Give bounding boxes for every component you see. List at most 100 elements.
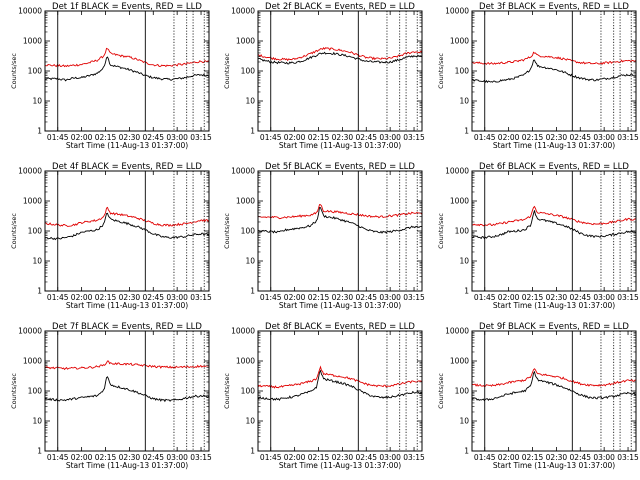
x-tick-label: 02:15 [95, 133, 117, 142]
x-tick-label: 02:45 [355, 453, 377, 462]
panel-det-9: Det 9f BLACK = Events, RED = LLD 1 10 100 10… [437, 322, 639, 470]
x-tick-label: 03:00 [593, 133, 615, 142]
y-tick-label: 10 [32, 257, 42, 266]
x-tick-label: 01:45 [47, 133, 69, 142]
x-tick-label: 03:00 [166, 293, 188, 302]
x-tick-label: 03:15 [617, 293, 639, 302]
x-tick-label: 02:45 [355, 133, 377, 142]
x-tick-label: 02:00 [71, 293, 93, 302]
series-lld-line [257, 365, 423, 389]
y-tick-label: 1000 [450, 37, 469, 46]
y-tick-label: 10 [32, 97, 42, 106]
panel-title: Det 6f BLACK = Events, RED = LLD [479, 162, 629, 172]
x-tick-label: 03:15 [403, 293, 425, 302]
x-tick-label: 02:30 [332, 453, 354, 462]
y-tick-label: 10000 [445, 167, 469, 176]
x-tick-label: 01:45 [474, 133, 496, 142]
x-tick-label: 03:15 [403, 133, 425, 142]
y-tick-label: 10 [459, 417, 469, 426]
x-tick-label: 03:00 [379, 453, 401, 462]
x-tick-label: 02:00 [284, 133, 306, 142]
y-tick-label: 1000 [23, 37, 42, 46]
x-tick-label: 02:45 [142, 453, 164, 462]
y-tick-label: 10000 [445, 7, 469, 16]
x-tick-label: 02:45 [355, 293, 377, 302]
y-tick-label: 10000 [18, 7, 42, 16]
y-tick-label: 1000 [236, 197, 255, 206]
x-tick-label: 02:15 [308, 133, 330, 142]
panel-title: Det 3f BLACK = Events, RED = LLD [479, 2, 629, 12]
x-tick-label: 02:15 [308, 453, 330, 462]
series-events-line [257, 206, 423, 234]
x-tick-label: 02:45 [142, 293, 164, 302]
panel-title: Det 8f BLACK = Events, RED = LLD [265, 322, 415, 332]
x-tick-label: 01:45 [474, 293, 496, 302]
x-tick-label: 03:00 [379, 293, 401, 302]
y-tick-label: 10000 [231, 7, 255, 16]
y-tick-label: 1 [250, 287, 255, 296]
y-tick-label: 1 [37, 447, 42, 456]
y-tick-label: 1 [464, 127, 469, 136]
panel-title: Det 4f BLACK = Events, RED = LLD [52, 162, 202, 172]
y-tick-label: 100 [241, 67, 256, 76]
x-axis-label: Start Time (11-Aug-13 01:37:00) [279, 461, 401, 470]
y-tick-label: 10 [245, 257, 255, 266]
y-tick-label: 100 [28, 227, 43, 236]
x-tick-label: 02:30 [332, 133, 354, 142]
y-tick-label: 10 [459, 97, 469, 106]
panel-title: Det 2f BLACK = Events, RED = LLD [265, 2, 415, 12]
x-tick-label: 02:30 [546, 133, 568, 142]
y-tick-label: 100 [455, 67, 470, 76]
x-axis-label: Start Time (11-Aug-13 01:37:00) [493, 301, 615, 310]
x-tick-label: 02:00 [498, 453, 520, 462]
y-axis-label: Counts/sec [10, 213, 18, 249]
x-tick-label: 02:30 [546, 293, 568, 302]
x-axis-label: Start Time (11-Aug-13 01:37:00) [66, 461, 188, 470]
y-axis-label: Counts/sec [223, 53, 231, 89]
x-tick-label: 01:45 [260, 133, 282, 142]
series-events-line [471, 210, 637, 240]
series-events-line [258, 51, 423, 65]
panel-title: Det 7f BLACK = Events, RED = LLD [52, 322, 202, 332]
panel-det-7: Det 7f BLACK = Events, RED = LLD 1 10 100 10… [10, 322, 212, 470]
x-axis-label: Start Time (11-Aug-13 01:37:00) [279, 141, 401, 150]
panel-det-2: Det 2f BLACK = Events, RED = LLD 1 10 100 10… [223, 2, 425, 150]
x-tick-label: 03:00 [593, 293, 615, 302]
y-tick-label: 1000 [23, 197, 42, 206]
y-tick-label: 10 [245, 417, 255, 426]
x-tick-label: 02:00 [71, 453, 93, 462]
y-tick-label: 1 [37, 287, 42, 296]
x-tick-label: 02:45 [569, 293, 591, 302]
y-tick-label: 1000 [450, 197, 469, 206]
series-events-line [44, 376, 210, 403]
y-axis-label: Counts/sec [437, 213, 445, 249]
panel-det-8: Det 8f BLACK = Events, RED = LLD 1 10 100 10… [223, 322, 425, 470]
y-tick-label: 10 [459, 257, 469, 266]
x-tick-label: 03:00 [166, 453, 188, 462]
series-lld-line [257, 47, 423, 62]
x-tick-label: 02:15 [522, 293, 544, 302]
panel-det-3: Det 3f BLACK = Events, RED = LLD 1 10 100 10… [437, 2, 639, 150]
y-tick-label: 1 [464, 447, 469, 456]
y-tick-label: 10000 [231, 167, 255, 176]
y-axis-label: Counts/sec [437, 53, 445, 89]
x-tick-label: 03:15 [617, 133, 639, 142]
x-axis-label: Start Time (11-Aug-13 01:37:00) [66, 141, 188, 150]
panel-det-6: Det 6f BLACK = Events, RED = LLD 1 10 100 10… [437, 162, 639, 310]
y-tick-label: 10 [245, 97, 255, 106]
x-tick-label: 02:00 [498, 293, 520, 302]
panel-det-4: Det 4f BLACK = Events, RED = LLD 1 10 100 10… [10, 162, 212, 310]
x-tick-label: 02:00 [498, 133, 520, 142]
x-tick-label: 02:00 [284, 453, 306, 462]
panel-title: Det 9f BLACK = Events, RED = LLD [479, 322, 629, 332]
y-tick-label: 10000 [18, 167, 42, 176]
series-events-line [44, 212, 210, 241]
x-tick-label: 03:00 [593, 453, 615, 462]
y-tick-label: 1 [250, 127, 255, 136]
y-tick-label: 10 [32, 417, 42, 426]
series-lld-line [44, 360, 210, 371]
x-tick-label: 02:45 [569, 453, 591, 462]
y-tick-label: 100 [241, 387, 256, 396]
